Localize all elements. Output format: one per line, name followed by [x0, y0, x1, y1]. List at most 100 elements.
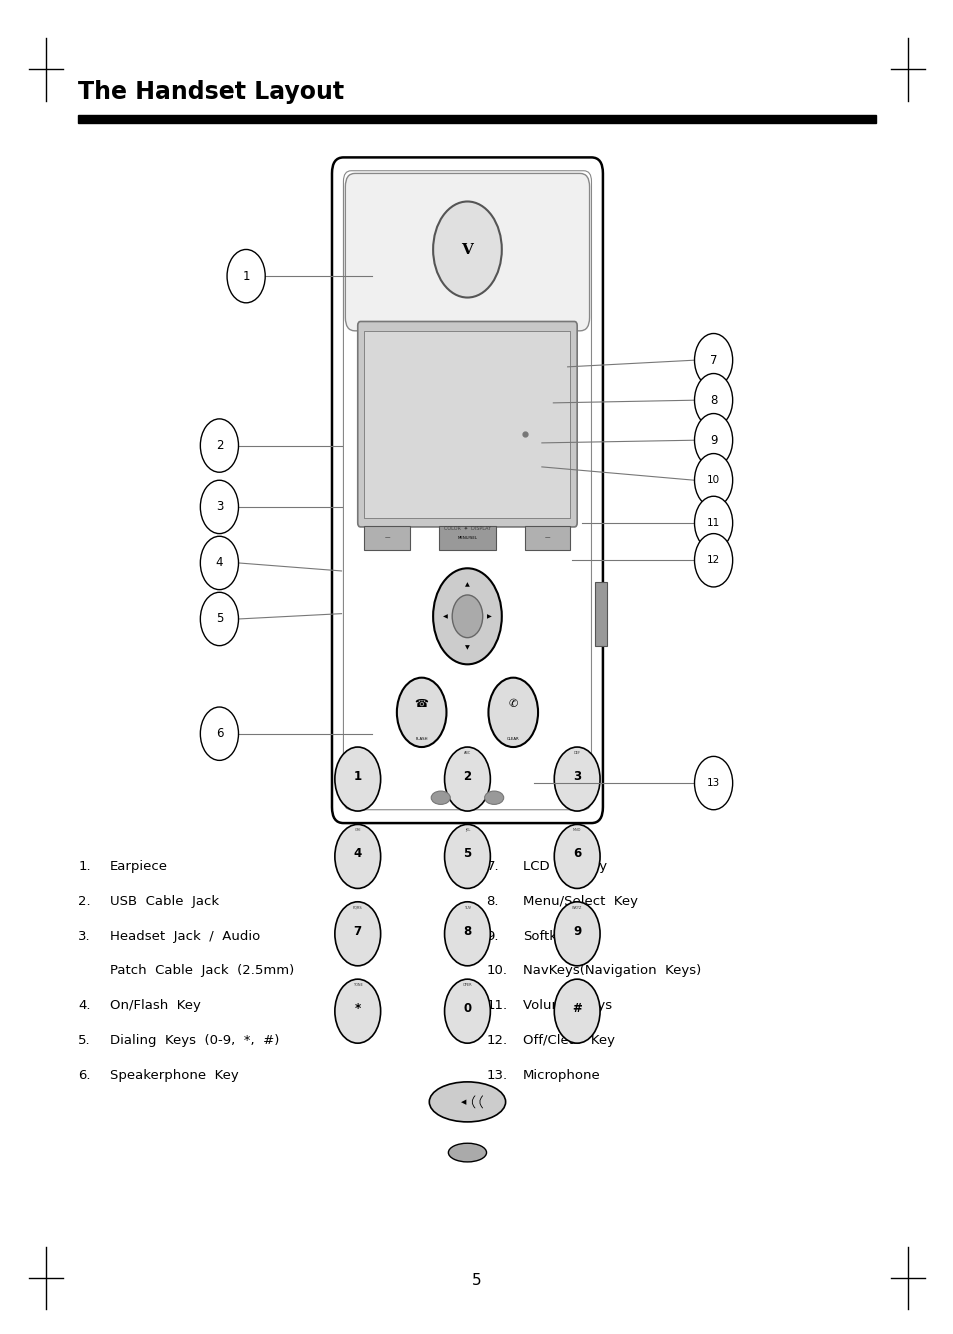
Text: —: — [384, 535, 390, 540]
Text: On/Flash  Key: On/Flash Key [110, 999, 200, 1013]
Circle shape [694, 756, 732, 810]
Text: CLEAR: CLEAR [506, 738, 519, 740]
Text: 10.: 10. [486, 964, 507, 978]
Text: ▶: ▶ [487, 614, 492, 619]
Circle shape [694, 374, 732, 427]
Text: 5: 5 [463, 847, 471, 860]
Text: ☎: ☎ [415, 699, 428, 710]
Text: 2.: 2. [78, 895, 91, 908]
Text: V: V [461, 243, 473, 256]
Text: 8: 8 [709, 394, 717, 407]
Text: DEF: DEF [573, 751, 580, 755]
Text: The Handset Layout: The Handset Layout [78, 80, 344, 104]
Text: Volume  Keys: Volume Keys [522, 999, 611, 1013]
Text: FLASH: FLASH [415, 738, 428, 740]
Text: COLOR  ✦  DISPLAY: COLOR ✦ DISPLAY [443, 526, 491, 531]
Text: ▼: ▼ [465, 646, 469, 650]
FancyBboxPatch shape [357, 321, 577, 527]
Bar [438, 526, 496, 550]
Text: 1: 1 [354, 770, 361, 783]
Circle shape [200, 419, 238, 472]
Circle shape [200, 536, 238, 590]
Text: 3: 3 [573, 770, 580, 783]
Text: 6: 6 [215, 727, 223, 740]
Circle shape [694, 454, 732, 507]
Text: JKL: JKL [464, 828, 470, 832]
Text: 4: 4 [354, 847, 361, 860]
Text: ABC: ABC [463, 751, 471, 755]
Ellipse shape [448, 1143, 486, 1162]
Text: 11: 11 [706, 518, 720, 528]
Text: 13: 13 [706, 778, 720, 788]
Text: 8.: 8. [486, 895, 498, 908]
Circle shape [444, 979, 490, 1043]
Text: ◀: ◀ [460, 1099, 466, 1105]
Text: 10: 10 [706, 475, 720, 486]
Text: 5: 5 [472, 1273, 481, 1289]
Circle shape [554, 979, 599, 1043]
Ellipse shape [484, 791, 503, 804]
Circle shape [335, 902, 380, 966]
Text: Off/Clear  Key: Off/Clear Key [522, 1034, 614, 1047]
FancyBboxPatch shape [332, 157, 602, 823]
Text: 11.: 11. [486, 999, 507, 1013]
Circle shape [444, 902, 490, 966]
Text: NavKeys(Navigation  Keys): NavKeys(Navigation Keys) [522, 964, 700, 978]
Text: 5.: 5. [78, 1034, 91, 1047]
Text: 3: 3 [215, 500, 223, 514]
Text: 9.: 9. [486, 930, 498, 943]
Circle shape [227, 249, 265, 303]
Circle shape [444, 747, 490, 811]
Ellipse shape [431, 791, 450, 804]
Text: Microphone: Microphone [522, 1069, 599, 1082]
Circle shape [554, 902, 599, 966]
Text: 13.: 13. [486, 1069, 507, 1082]
Text: 12.: 12. [486, 1034, 507, 1047]
Text: 6.: 6. [78, 1069, 91, 1082]
Text: 4.: 4. [78, 999, 91, 1013]
Bar [524, 526, 570, 550]
Bar [364, 331, 570, 518]
Text: Earpiece: Earpiece [110, 860, 168, 874]
Text: MNO: MNO [573, 828, 580, 832]
Text: MENU/SEL: MENU/SEL [457, 536, 476, 539]
Text: 1.: 1. [78, 860, 91, 874]
Circle shape [694, 414, 732, 467]
Circle shape [554, 824, 599, 888]
Text: 5: 5 [215, 612, 223, 626]
FancyBboxPatch shape [343, 171, 591, 810]
FancyBboxPatch shape [345, 173, 589, 331]
Text: TUV: TUV [463, 906, 471, 910]
Text: 7: 7 [709, 354, 717, 367]
Text: Headset  Jack  /  Audio: Headset Jack / Audio [110, 930, 259, 943]
Text: LCD  Display: LCD Display [522, 860, 606, 874]
Circle shape [335, 979, 380, 1043]
Text: ✆: ✆ [508, 699, 517, 710]
Text: 9: 9 [709, 434, 717, 447]
Circle shape [694, 334, 732, 387]
Circle shape [335, 824, 380, 888]
Bar [78, 115, 875, 123]
Text: Softkeys: Softkeys [522, 930, 578, 943]
Text: Dialing  Keys  (0-9,  *,  #): Dialing Keys (0-9, *, #) [110, 1034, 279, 1047]
Bar [364, 526, 410, 550]
Circle shape [200, 592, 238, 646]
Text: 2: 2 [215, 439, 223, 452]
Bar [595, 582, 606, 646]
Circle shape [488, 678, 537, 747]
Text: 12: 12 [706, 555, 720, 566]
Ellipse shape [429, 1082, 505, 1122]
Text: Speakerphone  Key: Speakerphone Key [110, 1069, 238, 1082]
Text: ▲: ▲ [465, 583, 469, 587]
Text: Patch  Cable  Jack  (2.5mm): Patch Cable Jack (2.5mm) [110, 964, 294, 978]
Text: *: * [355, 1002, 360, 1015]
Text: 8: 8 [463, 924, 471, 938]
Text: PQRS: PQRS [353, 906, 362, 910]
Text: ◀: ◀ [442, 614, 447, 619]
Text: 1: 1 [242, 269, 250, 283]
Circle shape [335, 747, 380, 811]
Text: TONE: TONE [353, 983, 362, 987]
Circle shape [433, 201, 501, 297]
Circle shape [444, 824, 490, 888]
Text: 6: 6 [573, 847, 580, 860]
